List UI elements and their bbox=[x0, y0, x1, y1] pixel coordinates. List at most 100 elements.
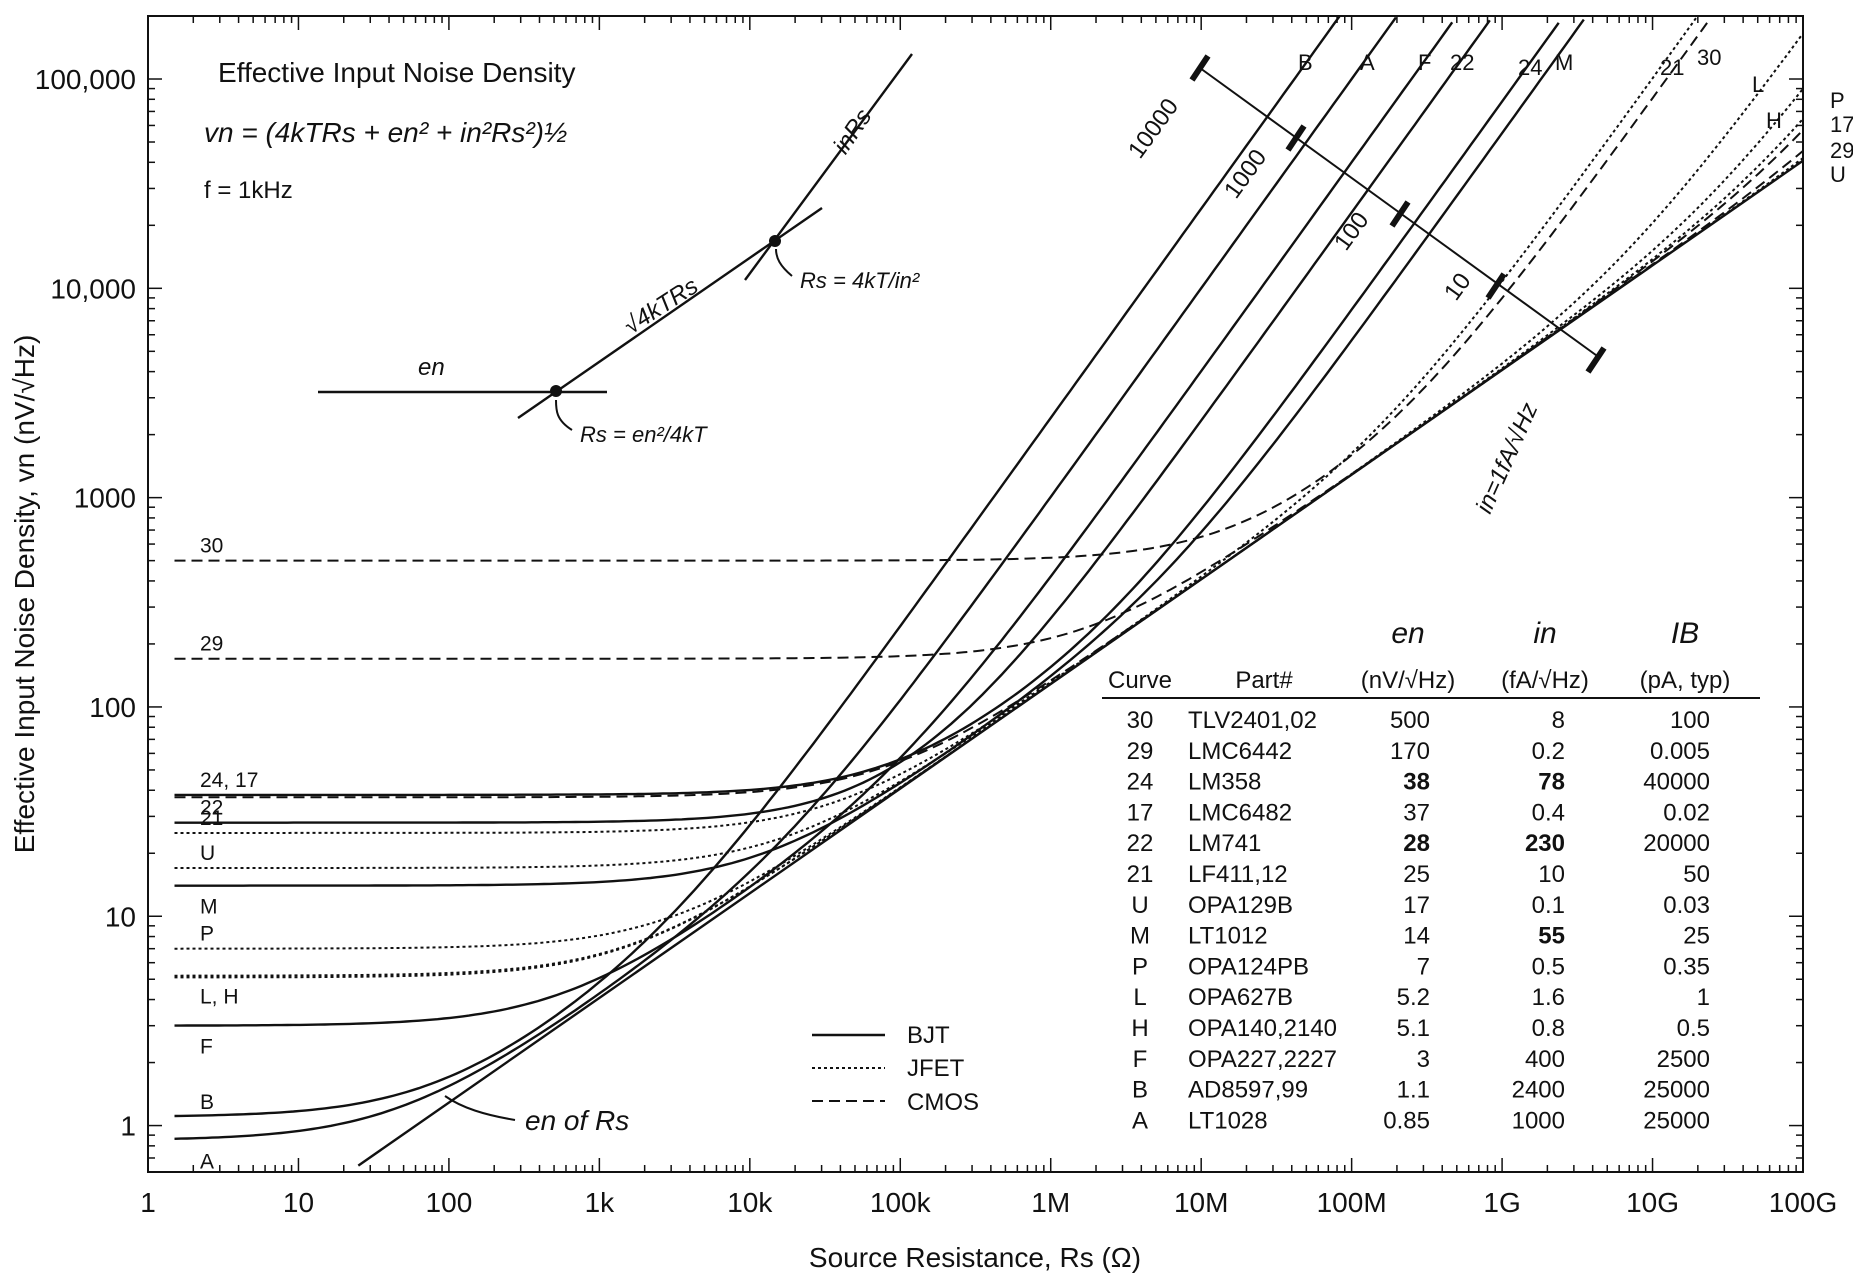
curve-label-F: F bbox=[200, 1036, 213, 1059]
table-part: OPA140,2140 bbox=[1188, 1015, 1337, 1042]
table-ib: 0.005 bbox=[1650, 738, 1710, 765]
table-ib: 0.03 bbox=[1663, 892, 1710, 919]
table-curve: 24 bbox=[1127, 769, 1154, 796]
x-tick-label: 100G bbox=[1769, 1187, 1838, 1218]
table-ib: 25000 bbox=[1643, 1107, 1710, 1134]
table-curve: M bbox=[1130, 923, 1150, 950]
table-curve: B bbox=[1132, 1077, 1148, 1104]
curve-22 bbox=[174, 19, 1491, 824]
table-ib: 0.35 bbox=[1663, 953, 1710, 980]
formula: vn = (4kTRs + en² + in²Rs²)½ bbox=[204, 117, 567, 148]
x-tick-label: 100k bbox=[870, 1187, 932, 1218]
top-label-22: 22 bbox=[1450, 50, 1474, 75]
top-label-17: 17 bbox=[1830, 112, 1853, 137]
curve-30 bbox=[174, 19, 1710, 562]
y-axis-label: Effective Input Noise Density, vn (nV/√H… bbox=[9, 335, 40, 854]
table-part: OPA124PB bbox=[1188, 953, 1309, 980]
table-part: LF411,12 bbox=[1188, 861, 1288, 888]
table-header-part: Part# bbox=[1235, 667, 1293, 694]
curve-A bbox=[174, 16, 1397, 1140]
in-scale-tick bbox=[1485, 272, 1507, 300]
table-en: 5.1 bbox=[1397, 1015, 1430, 1042]
x-tick-label: 10M bbox=[1174, 1187, 1228, 1218]
table-in: 0.5 bbox=[1532, 953, 1565, 980]
table-ib: 2500 bbox=[1657, 1046, 1710, 1073]
table-en: 37 bbox=[1403, 799, 1430, 826]
top-label-P: P bbox=[1830, 88, 1845, 113]
curve-24 bbox=[174, 22, 1560, 797]
table-part: LT1012 bbox=[1188, 923, 1268, 950]
table-header-curve: Curve bbox=[1108, 667, 1172, 694]
curve-H bbox=[174, 88, 1804, 979]
table-ib: 0.5 bbox=[1677, 1015, 1710, 1042]
table-in: 8 bbox=[1552, 707, 1565, 734]
table-curve: 17 bbox=[1127, 799, 1154, 826]
x-tick-label: 100 bbox=[426, 1187, 473, 1218]
curve-label-P: P bbox=[200, 923, 214, 946]
y-tick-label: 100,000 bbox=[35, 64, 136, 95]
table-part: TLV2401,02 bbox=[1188, 707, 1317, 734]
table-in: 0.8 bbox=[1532, 1015, 1565, 1042]
axis-ticks: 1 10 100 1k 10k 100k 1M 10M 100M 1G 10G 100G1101001… bbox=[35, 15, 1838, 1218]
curve-M bbox=[174, 18, 1585, 887]
curve-label-L: L, H bbox=[200, 986, 239, 1009]
table-part: OPA227,2227 bbox=[1188, 1046, 1337, 1073]
en-of-rs-arrow bbox=[444, 1095, 516, 1121]
curve-label-U: U bbox=[200, 842, 215, 865]
table-en: 7 bbox=[1417, 953, 1430, 980]
curve-label-22: 22 bbox=[200, 797, 223, 820]
table-en: 500 bbox=[1390, 707, 1430, 734]
top-label-29: 29 bbox=[1830, 138, 1853, 163]
table-ib: 20000 bbox=[1643, 830, 1710, 857]
table-ib-symbol: IB bbox=[1671, 617, 1699, 650]
in-scale-value: 10000 bbox=[1123, 94, 1184, 164]
en-label: en bbox=[418, 354, 445, 381]
table-curve: H bbox=[1131, 1015, 1148, 1042]
curve-L bbox=[174, 32, 1804, 977]
table-in: 0.4 bbox=[1532, 799, 1565, 826]
top-label-21: 21 bbox=[1660, 55, 1684, 80]
y-tick-label: 10,000 bbox=[50, 273, 136, 304]
x-tick-label: 1 bbox=[140, 1187, 156, 1218]
table-en: 3 bbox=[1417, 1046, 1430, 1073]
table-curve: 22 bbox=[1127, 830, 1154, 857]
table-header-in-unit: (fA/√Hz) bbox=[1501, 667, 1589, 694]
curve-F bbox=[174, 21, 1454, 1027]
table-part: LM741 bbox=[1188, 830, 1261, 857]
x-tick-label: 1k bbox=[585, 1187, 616, 1218]
legend-bjt-label: BJT bbox=[907, 1022, 950, 1049]
curve-B bbox=[174, 15, 1341, 1118]
table-part: LT1028 bbox=[1188, 1107, 1268, 1134]
curve-label-A: A bbox=[200, 1150, 214, 1173]
rs-eq1-arrow bbox=[555, 399, 573, 431]
rs-equation-2: Rs = 4kT/in² bbox=[800, 268, 920, 293]
table-en: 25 bbox=[1403, 861, 1430, 888]
table-in: 2400 bbox=[1512, 1077, 1565, 1104]
curve-label-M: M bbox=[200, 896, 218, 919]
top-label-30: 30 bbox=[1697, 45, 1721, 70]
rs-equation-1: Rs = en²/4kT bbox=[580, 422, 708, 447]
legend: BJT JFET CMOS bbox=[812, 1022, 979, 1116]
in-scale-tick bbox=[1585, 346, 1607, 374]
en-of-rs-label: en of Rs bbox=[525, 1105, 629, 1136]
en-intersection-dot bbox=[550, 385, 562, 397]
table-part: LMC6442 bbox=[1188, 738, 1292, 765]
top-label-M: M bbox=[1555, 50, 1573, 75]
x-tick-label: 100M bbox=[1317, 1187, 1387, 1218]
table-part: LMC6482 bbox=[1188, 799, 1292, 826]
table-curve: 29 bbox=[1127, 738, 1154, 765]
top-label-F: F bbox=[1418, 50, 1431, 75]
y-tick-label: 100 bbox=[89, 692, 136, 723]
top-label-L: L bbox=[1752, 72, 1764, 97]
table-curve: 30 bbox=[1127, 707, 1154, 734]
table-curve: L bbox=[1133, 984, 1146, 1011]
table-header-ib-unit: (pA, typ) bbox=[1640, 667, 1731, 694]
legend-cmos-label: CMOS bbox=[907, 1089, 979, 1116]
curve-label-30: 30 bbox=[200, 535, 223, 558]
thermal-noise-line bbox=[357, 159, 1804, 1167]
table-ib: 25 bbox=[1683, 923, 1710, 950]
plot-frame bbox=[147, 15, 1804, 1173]
table-ib: 25000 bbox=[1643, 1077, 1710, 1104]
in-scale-value: 100 bbox=[1329, 207, 1374, 255]
table-en-symbol: en bbox=[1391, 617, 1424, 650]
